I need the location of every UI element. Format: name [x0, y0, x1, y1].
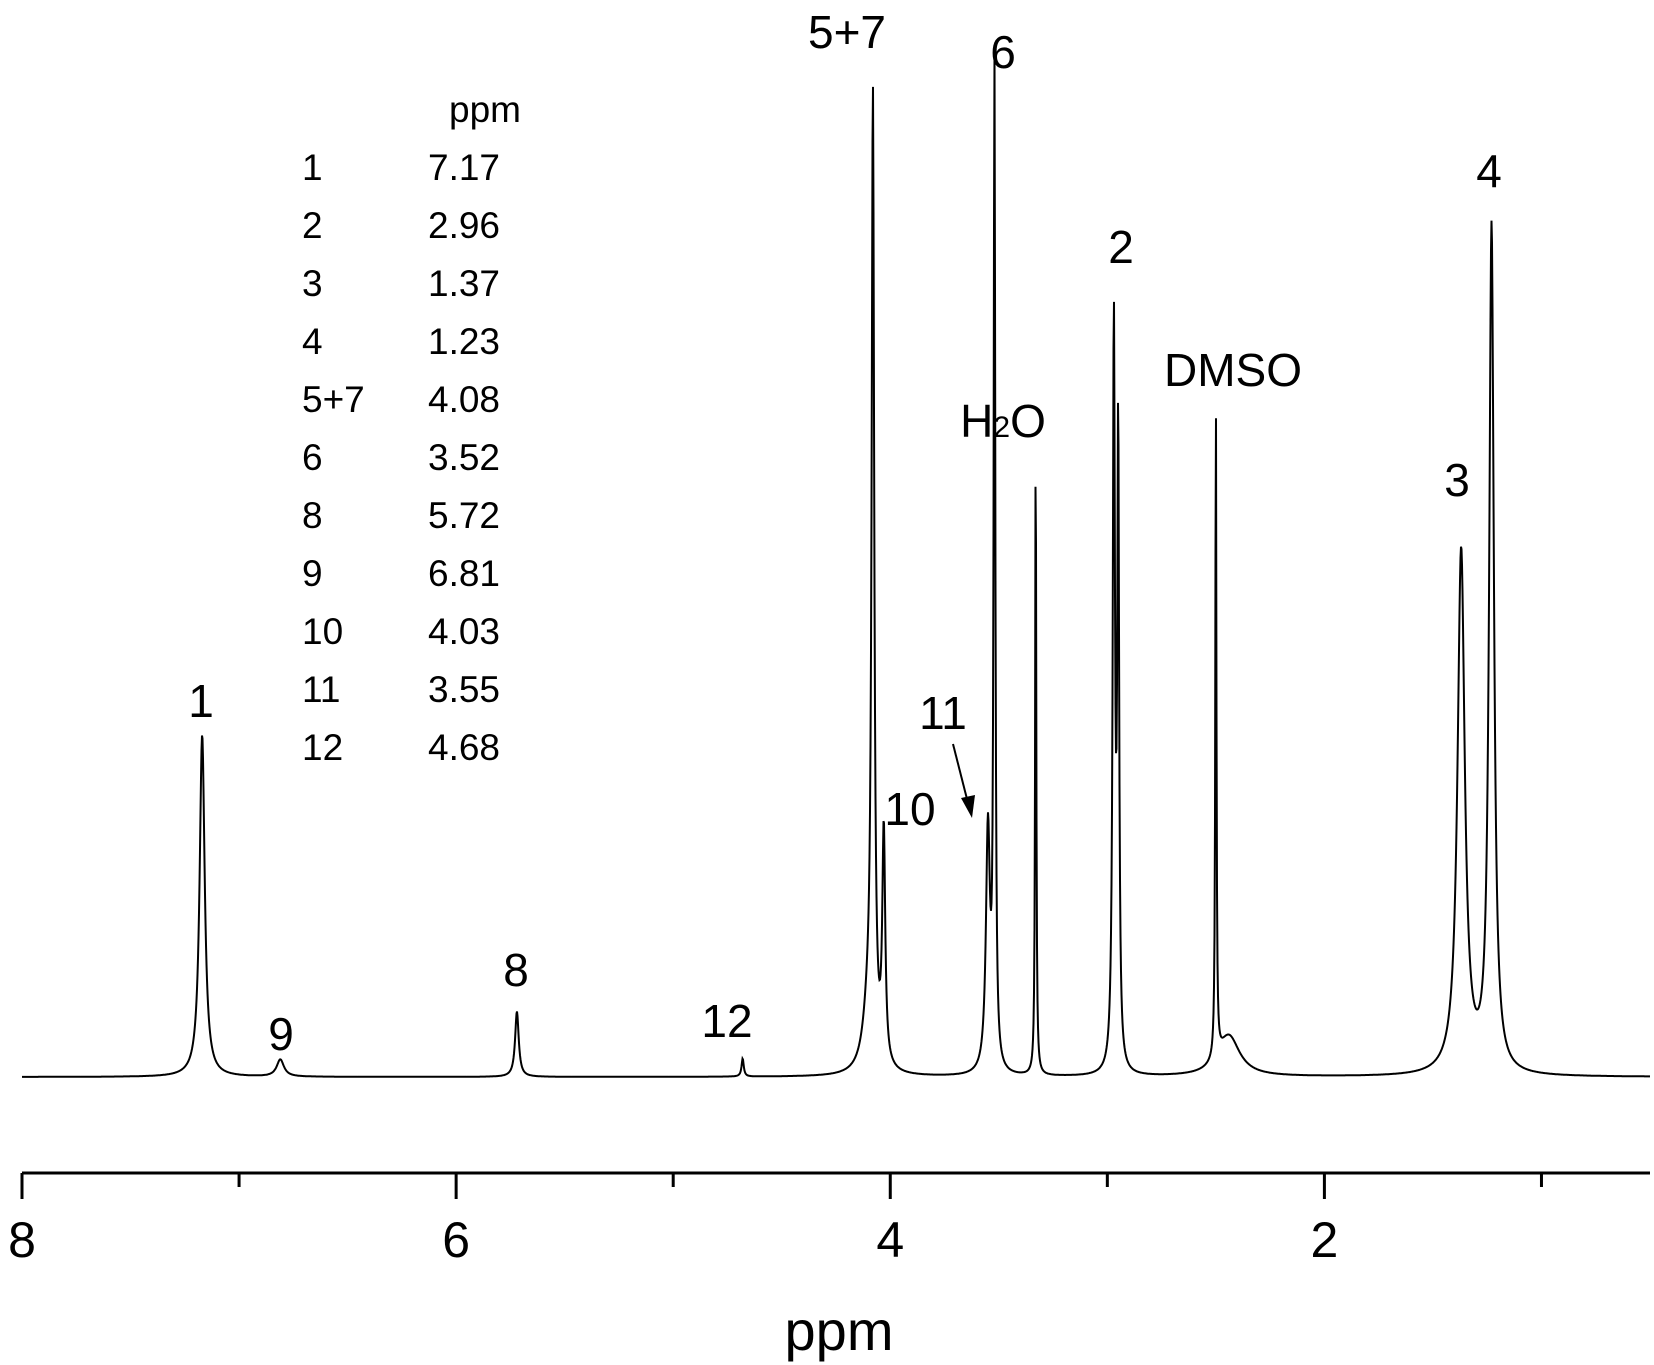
- peak-label: 8: [503, 944, 529, 996]
- x-axis-title: ppm: [785, 1299, 894, 1362]
- table-ppm-value: 4.68: [428, 727, 500, 768]
- x-axis: 8 6 4 2: [8, 1171, 1650, 1268]
- peak-label: 6: [990, 26, 1016, 78]
- table-ppm-value: 6.81: [428, 553, 500, 594]
- table-peak-number: 6: [302, 437, 323, 478]
- peak-label: 3: [1444, 454, 1470, 506]
- x-tick-label: 4: [876, 1212, 904, 1268]
- table-peak-number: 11: [302, 669, 340, 710]
- peak-label: 5+7: [808, 6, 886, 58]
- peak-label: 4: [1476, 145, 1502, 197]
- table-peak-number: 10: [302, 611, 343, 652]
- peak-label: 10: [884, 783, 935, 835]
- table-header: ppm: [449, 89, 521, 130]
- peak-label: 12: [701, 995, 752, 1047]
- table-ppm-value: 2.96: [428, 205, 500, 246]
- table-peak-number: 2: [302, 205, 323, 246]
- table-peak-number: 12: [302, 727, 343, 768]
- table-peak-number: 8: [302, 495, 323, 536]
- table-ppm-value: 3.55: [428, 669, 500, 710]
- table-ppm-value: 4.03: [428, 611, 500, 652]
- peak-label: 9: [268, 1008, 294, 1060]
- peak-label: 11: [919, 687, 967, 739]
- x-tick-label: 8: [8, 1212, 36, 1268]
- table-ppm-value: 7.17: [428, 147, 500, 188]
- spectrum-layer: [22, 52, 1650, 1078]
- peak-label: 2: [1108, 221, 1134, 273]
- arrow-head: [961, 795, 975, 818]
- table-peak-number: 1: [302, 147, 323, 188]
- x-tick-label: 6: [442, 1212, 470, 1268]
- table-ppm-value: 1.37: [428, 263, 500, 304]
- peak-label: 1: [188, 675, 214, 727]
- arrow-line: [952, 743, 969, 804]
- table-ppm-value: 5.72: [428, 495, 500, 536]
- table-peak-number: 5+7: [302, 379, 365, 420]
- spectrum-trace: [22, 52, 1650, 1078]
- peak-label: DMSO: [1164, 344, 1302, 396]
- x-tick-label: 2: [1310, 1212, 1338, 1268]
- table-ppm-value: 3.52: [428, 437, 500, 478]
- assignment-table: ppm 1 7.17 2 2.96 3 1.37 4 1.23 5+7 4.08 6 3.52 8 5.72…: [302, 89, 521, 768]
- table-peak-number: 3: [302, 263, 323, 304]
- table-ppm-value: 4.08: [428, 379, 500, 420]
- table-peak-number: 9: [302, 553, 323, 594]
- peak-label: H2O: [960, 395, 1046, 447]
- table-ppm-value: 1.23: [428, 321, 500, 362]
- table-peak-number: 4: [302, 321, 323, 362]
